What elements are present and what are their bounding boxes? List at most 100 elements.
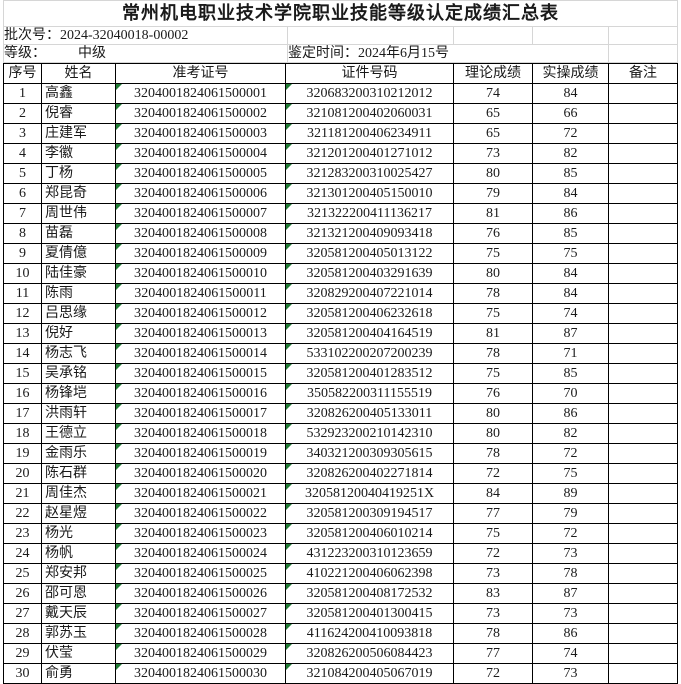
cell-index[interactable]: 16 <box>3 383 42 404</box>
cell-theory-score[interactable]: 73 <box>453 563 533 584</box>
cell-exam-number[interactable]: 3204001824061500005 <box>115 163 286 184</box>
cell-practical-score[interactable]: 79 <box>532 503 609 524</box>
cell-exam-number[interactable]: 3204001824061500027 <box>115 603 286 624</box>
cell-practical-score[interactable]: 86 <box>532 203 609 224</box>
cell-name[interactable]: 夏倩億 <box>41 243 116 264</box>
cell-exam-number[interactable]: 3204001824061500016 <box>115 383 286 404</box>
cell-exam-number[interactable]: 3204001824061500023 <box>115 523 286 544</box>
cell-theory-score[interactable]: 81 <box>453 203 533 224</box>
cell-id-number[interactable]: 320581200405013122 <box>285 243 454 264</box>
cell-exam-number[interactable]: 3204001824061500008 <box>115 223 286 244</box>
cell-remark[interactable] <box>608 563 678 584</box>
cell-remark[interactable] <box>608 523 678 544</box>
cell-id-number[interactable]: 411624200410093818 <box>285 623 454 644</box>
cell-remark[interactable] <box>608 663 678 684</box>
cell-exam-number[interactable]: 3204001824061500007 <box>115 203 286 224</box>
cell-practical-score[interactable]: 73 <box>532 543 609 564</box>
cell-practical-score[interactable]: 74 <box>532 643 609 664</box>
cell-id-number[interactable]: 320826200506084423 <box>285 643 454 664</box>
cell-practical-score[interactable]: 82 <box>532 143 609 164</box>
cell-index[interactable]: 1 <box>3 83 42 104</box>
cell-exam-number[interactable]: 3204001824061500014 <box>115 343 286 364</box>
cell-index[interactable]: 15 <box>3 363 42 384</box>
cell-exam-number[interactable]: 3204001824061500012 <box>115 303 286 324</box>
cell-exam-number[interactable]: 3204001824061500026 <box>115 583 286 604</box>
cell-exam-number[interactable]: 3204001824061500011 <box>115 283 286 304</box>
cell-theory-score[interactable]: 78 <box>453 443 533 464</box>
cell-name[interactable]: 陈石群 <box>41 463 116 484</box>
cell-remark[interactable] <box>608 303 678 324</box>
col-header-practical[interactable]: 实操成绩 <box>532 63 609 84</box>
cell-name[interactable]: 吕思缘 <box>41 303 116 324</box>
cell-practical-score[interactable]: 72 <box>532 443 609 464</box>
cell-id-number[interactable]: 350582200311155519 <box>285 383 454 404</box>
cell-id-number[interactable]: 320826200405133011 <box>285 403 454 424</box>
cell-name[interactable]: 周佳杰 <box>41 483 116 504</box>
page-title[interactable]: 常州机电职业技术学院职业技能等级认定成绩汇总表 <box>2 0 679 27</box>
cell-practical-score[interactable]: 85 <box>532 163 609 184</box>
cell-exam-number[interactable]: 3204001824061500001 <box>115 83 286 104</box>
cell-theory-score[interactable]: 74 <box>453 83 533 104</box>
cell-remark[interactable] <box>608 183 678 204</box>
cell-exam-number[interactable]: 3204001824061500004 <box>115 143 286 164</box>
cell-remark[interactable] <box>608 463 678 484</box>
cell-practical-score[interactable]: 71 <box>532 343 609 364</box>
cell-remark[interactable] <box>608 543 678 564</box>
cell-theory-score[interactable]: 84 <box>453 483 533 504</box>
cell-practical-score[interactable]: 87 <box>532 583 609 604</box>
cell-practical-score[interactable]: 70 <box>532 383 609 404</box>
assess-time-cell[interactable]: 鉴定时间：2024年6月15号 <box>287 44 609 63</box>
cell-index[interactable]: 29 <box>3 643 42 664</box>
cell-name[interactable]: 高鑫 <box>41 83 116 104</box>
cell-theory-score[interactable]: 65 <box>453 103 533 124</box>
cell-practical-score[interactable]: 85 <box>532 363 609 384</box>
cell-exam-number[interactable]: 3204001824061500028 <box>115 623 286 644</box>
cell-id-number[interactable]: 320581200309194517 <box>285 503 454 524</box>
col-header-name[interactable]: 姓名 <box>41 63 116 84</box>
cell-remark[interactable] <box>608 443 678 464</box>
cell-index[interactable]: 23 <box>3 523 42 544</box>
cell-id-number[interactable]: 321301200405150010 <box>285 183 454 204</box>
cell-id-number[interactable]: 431223200310123659 <box>285 543 454 564</box>
cell-practical-score[interactable]: 73 <box>532 603 609 624</box>
cell-name[interactable]: 王德立 <box>41 423 116 444</box>
cell-theory-score[interactable]: 80 <box>453 403 533 424</box>
cell-practical-score[interactable]: 84 <box>532 83 609 104</box>
cell-name[interactable]: 杨光 <box>41 523 116 544</box>
cell-theory-score[interactable]: 78 <box>453 283 533 304</box>
cell-index[interactable]: 9 <box>3 243 42 264</box>
cell-name[interactable]: 苗磊 <box>41 223 116 244</box>
cell-id-number[interactable]: 320829200407221014 <box>285 283 454 304</box>
col-header-exam-no[interactable]: 准考证号 <box>115 63 286 84</box>
cell-exam-number[interactable]: 3204001824061500002 <box>115 103 286 124</box>
cell-exam-number[interactable]: 3204001824061500025 <box>115 563 286 584</box>
col-header-index[interactable]: 序号 <box>3 63 42 84</box>
cell-theory-score[interactable]: 75 <box>453 523 533 544</box>
cell-name[interactable]: 金雨乐 <box>41 443 116 464</box>
cell-index[interactable]: 28 <box>3 623 42 644</box>
cell-id-number[interactable]: 32058120040419251X <box>285 483 454 504</box>
cell-remark[interactable] <box>608 483 678 504</box>
cell-index[interactable]: 3 <box>3 123 42 144</box>
cell-theory-score[interactable]: 77 <box>453 503 533 524</box>
cell-id-number[interactable]: 320581200401300415 <box>285 603 454 624</box>
cell-exam-number[interactable]: 3204001824061500013 <box>115 323 286 344</box>
cell-theory-score[interactable]: 78 <box>453 343 533 364</box>
cell-theory-score[interactable]: 72 <box>453 543 533 564</box>
cell-id-number[interactable]: 320581200408172532 <box>285 583 454 604</box>
cell-remark[interactable] <box>608 363 678 384</box>
cell-practical-score[interactable]: 75 <box>532 243 609 264</box>
cell-remark[interactable] <box>608 343 678 364</box>
cell-name[interactable]: 郑安邦 <box>41 563 116 584</box>
cell-id-number[interactable]: 320826200402271814 <box>285 463 454 484</box>
cell-theory-score[interactable]: 65 <box>453 123 533 144</box>
cell-id-number[interactable]: 320581200403291639 <box>285 263 454 284</box>
cell-theory-score[interactable]: 73 <box>453 603 533 624</box>
cell-name[interactable]: 郭苏玉 <box>41 623 116 644</box>
cell-id-number[interactable]: 321322200411136217 <box>285 203 454 224</box>
cell-name[interactable]: 杨帆 <box>41 543 116 564</box>
cell-index[interactable]: 7 <box>3 203 42 224</box>
cell-index[interactable]: 13 <box>3 323 42 344</box>
cell-theory-score[interactable]: 77 <box>453 643 533 664</box>
cell-practical-score[interactable]: 89 <box>532 483 609 504</box>
